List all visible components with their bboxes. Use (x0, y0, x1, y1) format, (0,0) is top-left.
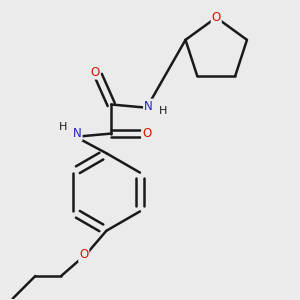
Text: O: O (212, 11, 221, 24)
Text: H: H (58, 122, 67, 132)
Text: O: O (79, 248, 88, 262)
Text: O: O (142, 127, 152, 140)
Text: N: N (73, 127, 82, 140)
Text: O: O (90, 66, 100, 79)
Text: N: N (144, 100, 153, 112)
Text: H: H (159, 106, 167, 116)
